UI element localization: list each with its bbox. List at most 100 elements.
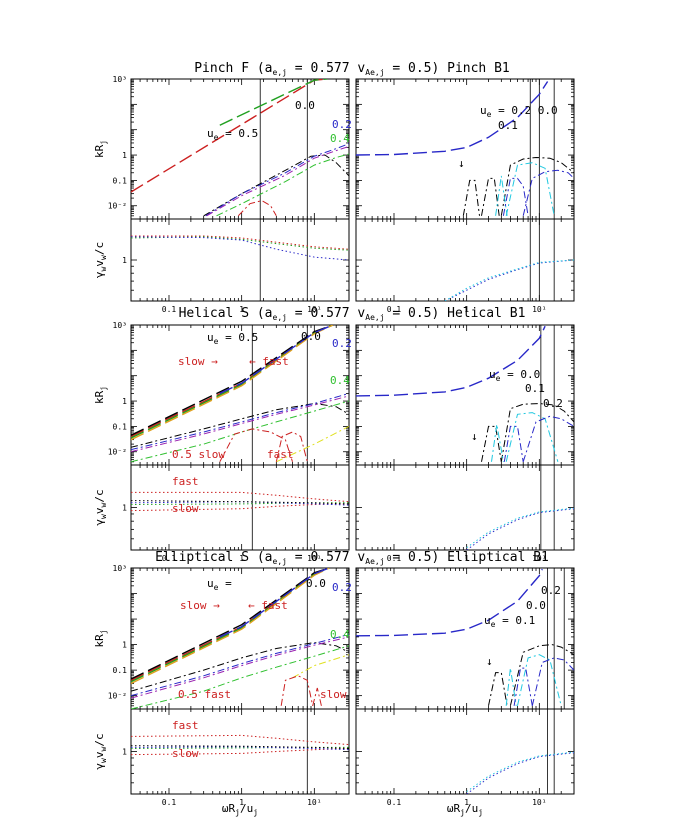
y-tick-label: 1 — [122, 397, 127, 406]
panel-frame — [355, 464, 575, 551]
series-line — [131, 402, 349, 448]
x-tick-label: 10¹ — [307, 798, 321, 807]
x-tick-label: 1 — [239, 798, 244, 807]
annotation-label: 0.0 — [306, 577, 326, 590]
series-line — [131, 636, 349, 699]
x-tick-label: 0.1 — [387, 554, 402, 563]
series-line — [509, 644, 574, 706]
annotation-label: slow → — [178, 355, 218, 368]
y-axis-label: kRj — [93, 386, 108, 404]
series-line — [131, 501, 349, 506]
annotation-label: 0.4 — [330, 628, 350, 641]
series-line — [466, 751, 574, 793]
y-axis-label: kRj — [93, 629, 108, 647]
series-line — [495, 175, 508, 216]
series-line — [237, 200, 277, 217]
annotation-label: ↓ — [458, 157, 465, 170]
y-tick-label: 1 — [122, 256, 127, 265]
annotation-label: slow — [320, 688, 347, 701]
series-line — [466, 752, 574, 794]
series-line — [481, 177, 500, 216]
x-tick-label: 0.1 — [387, 305, 402, 314]
x-tick-label: 10¹ — [307, 554, 321, 563]
y-tick-label: 10⁻² — [108, 692, 127, 701]
series-line — [131, 392, 349, 451]
panel-frame — [130, 78, 350, 220]
series-line — [131, 568, 330, 685]
annotation-label: fast — [172, 475, 199, 488]
annotation-label: 0.1 — [525, 382, 545, 395]
x-tick-label: 0.1 — [387, 798, 402, 807]
series-line — [500, 402, 574, 462]
y-tick-label: 0.1 — [113, 176, 128, 185]
series-line — [502, 177, 529, 216]
series-line — [503, 425, 524, 462]
annotation-label: 0.1 — [498, 119, 518, 132]
panel-title: Pinch F (ae,j = 0.577 vAe,j = 0.5) Pinch… — [194, 61, 510, 77]
series-line — [356, 325, 546, 397]
series-line — [131, 746, 349, 749]
series-line — [131, 734, 349, 746]
panel-frame — [355, 218, 575, 302]
y-tick-label: 10⁻² — [108, 202, 127, 211]
series-line — [131, 745, 349, 749]
annotation-label: slow — [172, 747, 199, 760]
series-line — [505, 412, 559, 462]
series-line — [131, 633, 349, 697]
series-line — [131, 491, 349, 503]
panel-title: Helical S (ae,j = 0.577 vAe,j = 0.5) Hel… — [179, 306, 526, 322]
series-line — [312, 687, 322, 706]
x-tick-label: 1 — [239, 305, 244, 314]
series-line — [131, 502, 349, 505]
annotation-label: 0.2 — [332, 118, 352, 131]
text-layer: Pinch F (ae,j = 0.577 vAe,j = 0.5) Pinch… — [93, 61, 563, 817]
annotation-label: fast — [267, 448, 294, 461]
series-line — [531, 657, 574, 706]
series-line — [500, 156, 574, 216]
annotation-label: ue = 0.1 — [484, 614, 535, 629]
series-line — [505, 162, 555, 216]
y-tick-label: 1 — [122, 504, 127, 513]
annotation-label: 0.0 — [301, 330, 321, 343]
series-line — [481, 425, 502, 462]
panel-frame — [355, 708, 575, 795]
annotation-label: fast — [172, 719, 199, 732]
x-tick-label: 10¹ — [307, 305, 321, 314]
series-line — [219, 325, 334, 395]
x-tick-label: 0.1 — [162, 554, 177, 563]
series-line — [216, 153, 349, 217]
annotation-label: 0.0 — [526, 599, 546, 612]
annotation-label: slow → — [180, 599, 220, 612]
annotation-label: 0.4 — [330, 132, 350, 145]
series-line — [522, 415, 574, 462]
annotation-label: ue = — [207, 577, 232, 592]
series-line — [444, 259, 574, 301]
x-tick-label: 10¹ — [532, 554, 546, 563]
annotation-label: 0.4 — [330, 374, 350, 387]
annotation-label: ← fast — [248, 599, 288, 612]
panel-frame — [130, 708, 350, 795]
series-line — [131, 400, 349, 463]
panel-title: Elliptical S (ae,j = 0.577 vAe,j = 0.5) … — [155, 550, 549, 566]
y-tick-label: 10³ — [113, 75, 127, 84]
series-line — [219, 428, 293, 463]
x-tick-label: 1 — [464, 305, 469, 314]
annotation-label: ↓ — [486, 655, 493, 668]
series-line — [491, 424, 504, 462]
series-line — [276, 425, 349, 463]
series-line — [462, 179, 480, 216]
axes-layer — [130, 78, 575, 795]
annotation-label: 0.5 slow — [172, 448, 225, 461]
annotation-label: 0.5 fast — [178, 688, 231, 701]
y-tick-label: 10⁻² — [108, 448, 127, 457]
annotation-label: ↓ — [471, 430, 478, 443]
series-line — [513, 667, 533, 706]
x-tick-label: 10¹ — [532, 305, 546, 314]
series-line — [131, 236, 349, 261]
annotation-label: ue = 0.2 0.0 — [480, 104, 558, 119]
x-axis-label: ωRj/uj — [447, 802, 483, 817]
annotation-label: slow — [172, 502, 199, 515]
series-line — [131, 395, 349, 453]
series-line — [505, 668, 517, 706]
